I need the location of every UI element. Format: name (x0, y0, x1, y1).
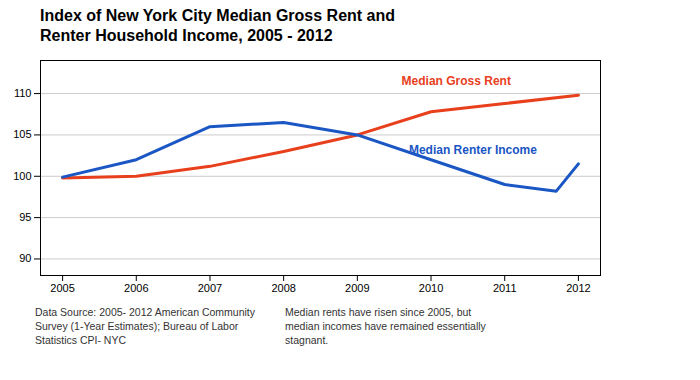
svg-text:2007: 2007 (198, 282, 222, 294)
svg-text:110: 110 (14, 87, 32, 99)
svg-text:100: 100 (13, 170, 31, 182)
svg-text:Median Renter Income: Median Renter Income (409, 143, 537, 157)
svg-text:2009: 2009 (345, 282, 369, 294)
html-text:Median rents have risen since: Median rents have risen since 2005, but … (285, 306, 486, 347)
svg-text:2006: 2006 (124, 282, 148, 294)
svg-text:2008: 2008 (271, 282, 295, 294)
svg-text:2005: 2005 (50, 282, 74, 294)
html-text:Index of New York City Median: Index of New York City Median Gross Rent… (40, 7, 395, 44)
svg-text:90: 90 (19, 252, 31, 264)
svg-text:2012: 2012 (566, 282, 590, 294)
svg-text:2010: 2010 (419, 282, 443, 294)
svg-text:95: 95 (19, 211, 31, 223)
svg-text:105: 105 (13, 128, 31, 140)
svg-text:2011: 2011 (493, 282, 517, 294)
html-text:Data Source: 2005- 2012 Americ: Data Source: 2005- 2012 American Communi… (35, 306, 255, 347)
svg-text:Median Gross Rent: Median Gross Rent (402, 74, 511, 88)
